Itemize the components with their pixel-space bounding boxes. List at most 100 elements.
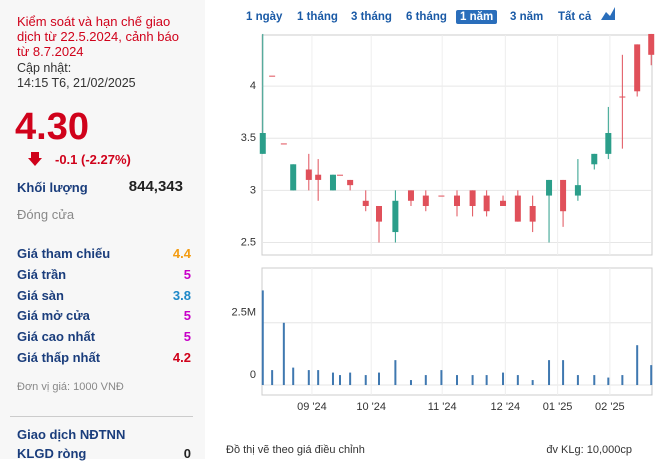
y-tick-label: 4 (250, 80, 256, 92)
candle-body (280, 143, 287, 145)
volume-bar (562, 360, 565, 386)
volume-bar (349, 372, 352, 386)
volume-bar (471, 375, 474, 386)
unit-note: Đơn vị giá: 1000 VNĐ (17, 381, 124, 393)
y-tick-label: 3 (250, 184, 256, 196)
volume-bar (282, 322, 285, 386)
row-label: Giá trần (17, 266, 67, 282)
x-tick-label: 02 '25 (595, 401, 625, 413)
candle-body (648, 33, 655, 55)
y-tick-label: 2.5 (241, 236, 256, 248)
chart-note: Đồ thị vẽ theo giá điều chỉnh (226, 444, 365, 456)
candle-body (407, 190, 414, 201)
volume-bar (317, 370, 320, 386)
row-label: Giá sàn (17, 287, 64, 303)
range-tab[interactable]: Tất cả (558, 11, 592, 23)
chart-icon-shape (601, 7, 615, 20)
volume-bar (593, 375, 596, 386)
range-tab[interactable]: 1 tháng (297, 11, 338, 23)
volume-bar (339, 375, 341, 386)
row-label: Giá cao nhất (17, 329, 96, 345)
y-tick-label: 3.5 (241, 132, 256, 144)
range-tab[interactable]: 3 tháng (351, 11, 392, 23)
volume-bar (636, 345, 639, 386)
x-tick-label: 09 '24 (297, 401, 327, 413)
volume-bar (331, 372, 334, 386)
volume-bar (485, 375, 488, 386)
row-value: 4.2 (172, 350, 191, 365)
range-tab[interactable]: 6 tháng (406, 11, 447, 23)
change: -0.1 (-2.27%) (55, 152, 131, 167)
candle-body (634, 44, 641, 92)
volume-bar (378, 372, 380, 386)
candle-body (514, 195, 521, 222)
foreign-title: Giao dịch NĐTNN (17, 427, 126, 442)
candle-body (483, 195, 490, 212)
candle-body (619, 96, 626, 98)
candle-body (376, 205, 382, 222)
volume-bar (271, 370, 274, 386)
candle-body (362, 200, 369, 206)
x-tick-label: 01 '25 (543, 401, 573, 413)
candle-body (605, 133, 612, 154)
volume-bar (394, 360, 397, 386)
candle-body (500, 200, 507, 206)
candle-body (329, 174, 336, 191)
y2-tick-label: 0 (250, 369, 256, 381)
close-label: Đóng cửa (17, 207, 75, 222)
candle-body (591, 153, 598, 165)
candle-body (269, 75, 276, 77)
range-tab[interactable]: 1 ngày (246, 11, 283, 23)
y2-tick-label: 2.5M (232, 307, 256, 319)
warning: Kiểm soát và hạn chế giao dịch từ 22.5.2… (17, 14, 179, 59)
row-value: 4.4 (172, 246, 191, 261)
range-tab[interactable]: 3 năm (510, 11, 544, 23)
candle-body (422, 195, 429, 206)
volume: 844,343 (128, 178, 183, 195)
volume-label: Khối lượng (17, 180, 88, 195)
down-arrow (28, 152, 42, 166)
candle-body (337, 174, 343, 176)
candle-body (259, 133, 266, 154)
candle-body (392, 200, 399, 233)
price: 4.30 (15, 106, 89, 148)
candle-body (438, 195, 445, 197)
volume-bar (261, 290, 264, 386)
candle-body (546, 179, 553, 196)
row-value: 3.8 (172, 287, 191, 303)
volume-bar (548, 360, 551, 386)
row-label: Giá thấp nhất (17, 350, 101, 365)
volume-bar (409, 380, 412, 386)
candle-body (315, 174, 322, 180)
row-label: Giá mở cửa (17, 308, 90, 324)
row-value: 5 (183, 266, 191, 282)
volume-bar (292, 367, 295, 386)
candle-body (469, 190, 476, 206)
candle-body (574, 185, 581, 196)
row-value: 5 (183, 308, 191, 324)
volume-bar (650, 365, 653, 386)
candle-body (347, 179, 354, 186)
volume-bar (607, 377, 610, 386)
x-tick-label: 10 '24 (356, 401, 386, 413)
x-tick-label: 12 '24 (491, 401, 521, 413)
row-value: 5 (183, 329, 191, 345)
volume-bar (621, 375, 624, 386)
foreign-value: 0 (183, 446, 191, 461)
price-panel (261, 34, 653, 256)
candle-body (529, 205, 536, 222)
candle-body (560, 179, 567, 212)
foreign-label: KLGD ròng (17, 446, 87, 461)
volume-bar (456, 375, 458, 386)
updated-time: 14:15 T6, 21/02/2025 (17, 76, 136, 90)
range-tab[interactable]: 1 năm (456, 10, 498, 24)
divider (10, 416, 193, 417)
volume-bar (307, 370, 310, 386)
row-label: Giá tham chiếu (17, 246, 111, 261)
volume-bar (576, 375, 579, 386)
updated-label: Cập nhật: (17, 61, 72, 75)
candle-body (290, 164, 297, 191)
volume-bar (531, 380, 534, 386)
